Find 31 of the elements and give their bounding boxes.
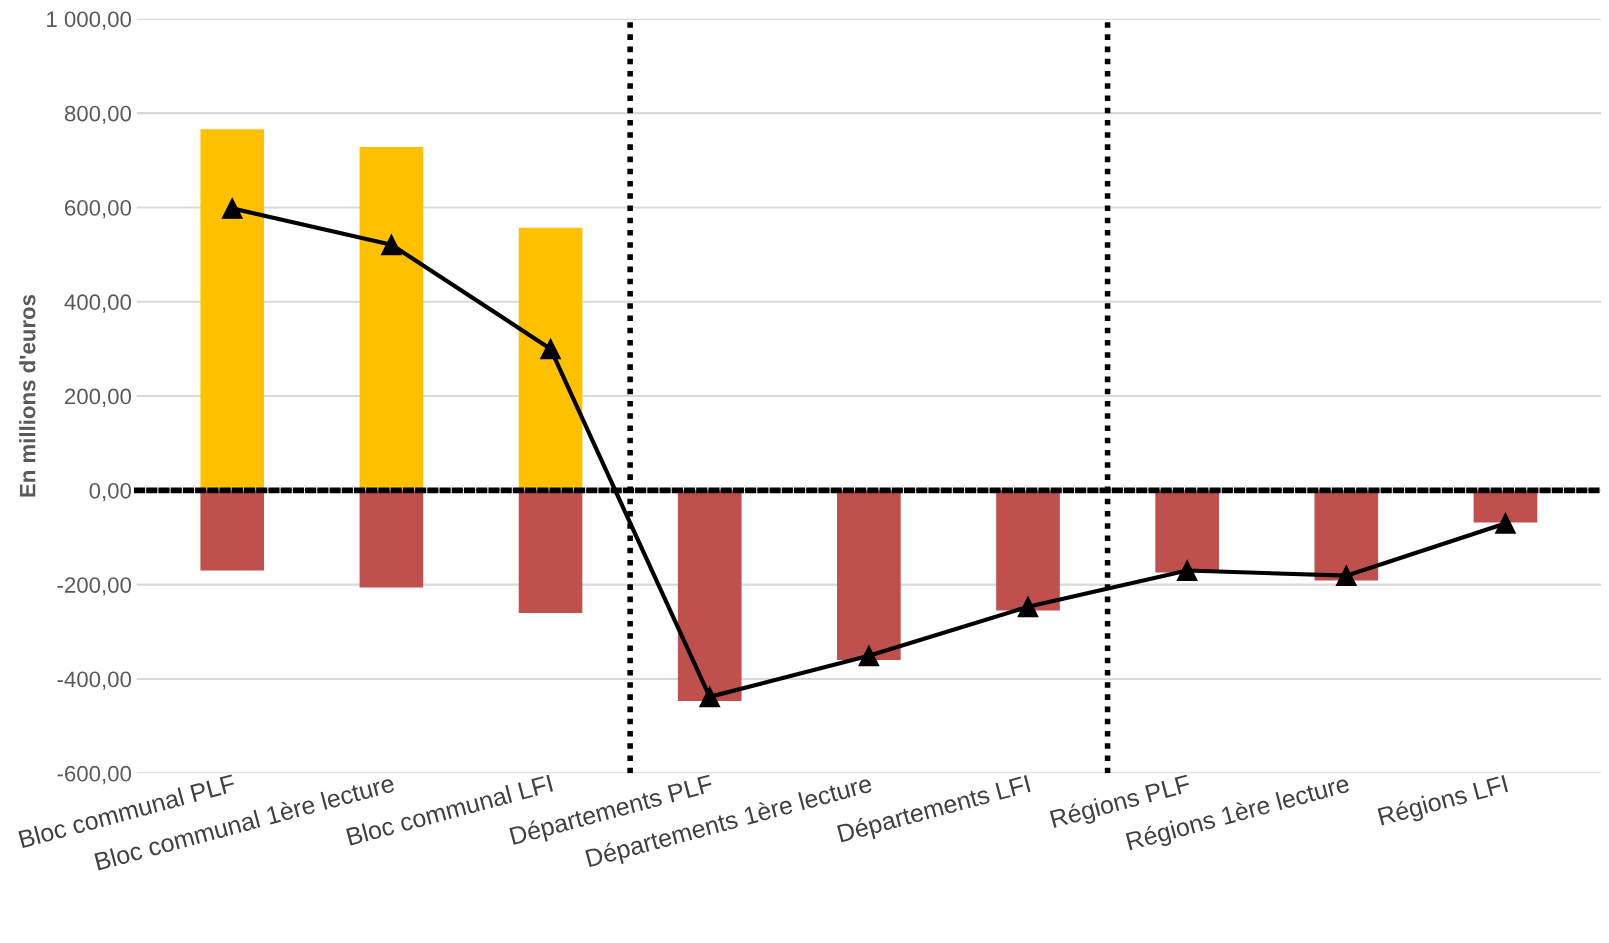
point — [540, 338, 561, 360]
y-tick-label: 400,00 — [64, 294, 132, 313]
y-tick-label: 0,00 — [89, 482, 132, 502]
bar — [359, 490, 424, 588]
bar — [200, 490, 265, 571]
point — [1335, 565, 1357, 587]
y-tick-label: 1 000,00 — [47, 11, 132, 30]
bar — [518, 227, 583, 491]
y-axis-title: En millions d'euros — [19, 294, 36, 497]
bar — [837, 490, 901, 661]
point — [380, 234, 402, 256]
bar — [1314, 490, 1379, 581]
y-tick-label: -600,00 — [57, 765, 132, 785]
bar — [1155, 490, 1219, 573]
point — [1176, 560, 1198, 581]
bar — [677, 490, 742, 702]
bar — [200, 129, 265, 491]
bar — [518, 490, 583, 613]
bar — [996, 490, 1060, 611]
point — [858, 645, 880, 667]
point — [1017, 596, 1039, 618]
point — [1495, 512, 1516, 534]
y-tick-label: 200,00 — [65, 388, 132, 407]
y-tick-label: -200,00 — [57, 577, 132, 596]
bar — [359, 147, 424, 491]
y-tick-label: 800,00 — [64, 105, 132, 125]
x-tick-label: Régions LFI — [1377, 773, 1510, 831]
point — [221, 197, 243, 219]
point — [699, 686, 721, 708]
y-tick-label: -400,00 — [57, 671, 132, 690]
y-tick-label: 600,00 — [65, 199, 132, 219]
